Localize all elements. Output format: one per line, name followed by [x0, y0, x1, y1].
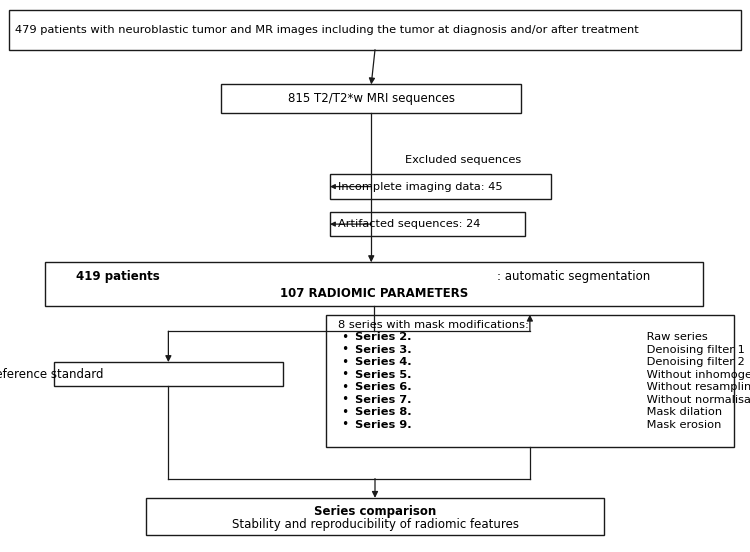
Text: •: •: [341, 406, 349, 418]
Bar: [330, 174, 551, 199]
Text: Mask dilation: Mask dilation: [643, 407, 722, 417]
Bar: [330, 212, 525, 236]
Text: •: •: [341, 393, 349, 406]
Text: Reference standard: Reference standard: [0, 368, 103, 381]
Text: 107 RADIOMIC PARAMETERS: 107 RADIOMIC PARAMETERS: [280, 288, 468, 300]
Text: •: •: [341, 331, 349, 343]
Text: Stability and reproducibility of radiomic features: Stability and reproducibility of radiomi…: [232, 518, 518, 532]
Text: Series 9.: Series 9.: [355, 420, 411, 429]
Text: Without normalisation: Without normalisation: [643, 395, 750, 405]
Text: : automatic segmentation: : automatic segmentation: [497, 270, 650, 283]
Text: Artifacted sequences: 24: Artifacted sequences: 24: [338, 219, 480, 229]
Text: Series 8.: Series 8.: [355, 407, 411, 417]
Text: Series 2.: Series 2.: [355, 332, 411, 342]
Text: 8 series with mask modifications:: 8 series with mask modifications:: [338, 320, 528, 330]
Bar: [54, 362, 283, 386]
Text: Series 3.: Series 3.: [355, 344, 411, 354]
Text: Series 6.: Series 6.: [355, 382, 411, 392]
Text: Series 4.: Series 4.: [355, 357, 411, 367]
Text: •: •: [341, 368, 349, 381]
Text: Denoising filter 1: Denoising filter 1: [643, 344, 745, 354]
Text: •: •: [341, 355, 349, 369]
Bar: [9, 10, 741, 50]
Bar: [326, 315, 734, 447]
Bar: [45, 262, 703, 306]
Text: •: •: [341, 343, 349, 356]
Text: •: •: [341, 418, 349, 431]
Text: Excluded sequences: Excluded sequences: [405, 155, 521, 165]
Text: 479 patients with neuroblastic tumor and MR images including the tumor at diagno: 479 patients with neuroblastic tumor and…: [15, 25, 639, 35]
Text: Incomplete imaging data: 45: Incomplete imaging data: 45: [338, 182, 502, 192]
Text: Series comparison: Series comparison: [314, 505, 436, 518]
Text: Denoising filter 2: Denoising filter 2: [643, 357, 744, 367]
Bar: [221, 84, 521, 113]
Text: Series 5.: Series 5.: [355, 369, 411, 380]
Text: •: •: [341, 380, 349, 394]
Text: Without inhomogeneities correction: Without inhomogeneities correction: [643, 369, 750, 380]
Text: Without resampling: Without resampling: [643, 382, 750, 392]
Text: Series 7.: Series 7.: [355, 395, 411, 405]
Bar: [146, 498, 604, 535]
Text: Raw series: Raw series: [643, 332, 707, 342]
Text: Mask erosion: Mask erosion: [643, 420, 721, 429]
Text: 815 T2/T2*w MRI sequences: 815 T2/T2*w MRI sequences: [288, 92, 454, 105]
Text: 419 patients: 419 patients: [76, 270, 160, 283]
